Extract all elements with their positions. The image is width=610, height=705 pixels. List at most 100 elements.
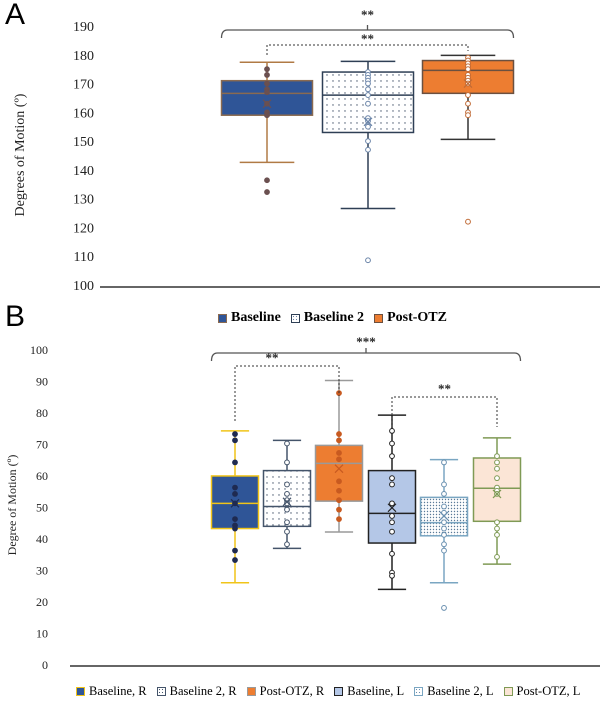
data-point [389, 572, 395, 579]
data-point [336, 487, 342, 494]
data-point [494, 554, 500, 560]
data-point [465, 66, 471, 73]
legend-item: Baseline 2, L [414, 684, 494, 699]
data-point [365, 257, 371, 264]
legend-item: Post-OTZ, R [246, 684, 324, 699]
legend-item: Post-OTZ, L [503, 684, 581, 699]
panel-a-y-tick-label: 120 [73, 221, 94, 236]
data-point [336, 437, 342, 444]
data-point [494, 525, 500, 532]
data-point [232, 547, 238, 554]
panel-b-significance-bracket-dashed [234, 365, 340, 421]
legend-b: Baseline, R Baseline 2, R Post-OTZ, R Basel… [76, 684, 580, 699]
data-point [284, 519, 290, 526]
data-point [284, 506, 290, 513]
legend-label: Baseline [231, 310, 281, 325]
data-point [264, 189, 270, 195]
data-point [465, 218, 471, 225]
panel-a-y-tick-label: 190 [73, 20, 94, 35]
data-point [441, 481, 447, 488]
panel-a-box-baseline [220, 61, 314, 195]
data-point [365, 80, 371, 87]
data-point [389, 550, 395, 557]
legend-label: Baseline 2, R [169, 684, 237, 698]
panel-b-box-baseline-2-l [419, 458, 469, 611]
panel-a-y-tick-label: 150 [73, 135, 94, 150]
data-point [336, 431, 342, 437]
legend-swatch [334, 687, 344, 696]
mean-marker [363, 117, 373, 127]
data-point [284, 440, 290, 447]
data-point [494, 453, 500, 460]
data-point [389, 475, 395, 482]
mean-marker [463, 79, 473, 88]
panel-a-y-axis-label: Degrees of Motion (º) [13, 93, 28, 216]
legend-a: Baseline Baseline 2 Post-OTZ [218, 310, 447, 326]
legend-swatch [156, 687, 166, 696]
legend-swatch [76, 687, 85, 696]
data-point [441, 531, 447, 538]
data-point [365, 92, 371, 98]
data-point [365, 118, 371, 124]
panel-b-box-baseline-l [367, 414, 417, 591]
data-point [336, 456, 342, 463]
legend-swatch [246, 687, 256, 696]
data-point [365, 123, 371, 130]
panel-b-significance-bracket [210, 348, 522, 362]
panel-b-y-tick-label: 80 [36, 406, 48, 420]
panel-a-y-tick-label: 130 [73, 193, 94, 208]
panel-b-y-tick-label: 90 [36, 375, 48, 389]
legend-item: Baseline 2, R [156, 684, 237, 699]
data-point [336, 450, 342, 456]
panel-a-y-tick-label: 170 [73, 78, 94, 93]
legend-swatch [374, 313, 384, 323]
legend-label: Baseline, L [347, 684, 405, 698]
panel-b-y-axis-label: Degree of Motion (º) [5, 455, 19, 556]
panel-b-y-tick-label: 10 [36, 627, 48, 641]
data-point [284, 528, 290, 535]
panel-b-y-tick-label: 0 [42, 658, 48, 672]
panel-b-box-baseline-r [210, 430, 260, 584]
legend-label: Post-OTZ, L [516, 684, 581, 698]
mean-marker [439, 511, 449, 521]
data-point [389, 453, 395, 460]
data-point [232, 525, 238, 532]
panel-a-box-baseline-2 [321, 60, 415, 264]
panel-a-y-tick-label: 160 [73, 106, 94, 121]
legend-label: Post-OTZ [387, 310, 447, 325]
data-point [441, 519, 447, 526]
legend-label: Baseline 2 [303, 310, 365, 325]
data-point [232, 431, 238, 437]
legend-label: Baseline, R [89, 684, 147, 698]
panel-a-significance-label: ** [361, 31, 374, 46]
mean-marker [334, 464, 344, 474]
data-point [232, 484, 238, 491]
panel-b-y-tick-label: 40 [36, 532, 48, 546]
panel-b-y-tick-label: 70 [36, 438, 48, 452]
mean-marker [387, 503, 397, 513]
data-point [264, 72, 270, 78]
data-point [389, 481, 395, 488]
data-point [441, 491, 447, 497]
legend-item: Baseline, L [334, 684, 404, 699]
data-point [284, 481, 290, 488]
data-point [336, 506, 342, 513]
legend-label: Baseline 2, L [427, 684, 494, 698]
panel-a-y-tick-label: 140 [73, 164, 94, 179]
panel-a-y-tick-label: 110 [74, 250, 94, 265]
data-point [336, 478, 342, 485]
panel-b-box-baseline-2-r [262, 439, 312, 550]
data-point [365, 146, 371, 153]
data-point [389, 528, 395, 535]
data-point [465, 112, 471, 119]
data-point [284, 459, 290, 466]
data-point [441, 503, 447, 510]
panel-a-significance-label: ** [361, 7, 374, 22]
legend-swatch [503, 687, 513, 696]
panel-a-y-tick-label: 180 [73, 49, 94, 64]
panel-b-significance-label: *** [356, 334, 376, 349]
data-point [284, 541, 290, 548]
data-point [365, 138, 371, 145]
data-point [264, 89, 270, 96]
